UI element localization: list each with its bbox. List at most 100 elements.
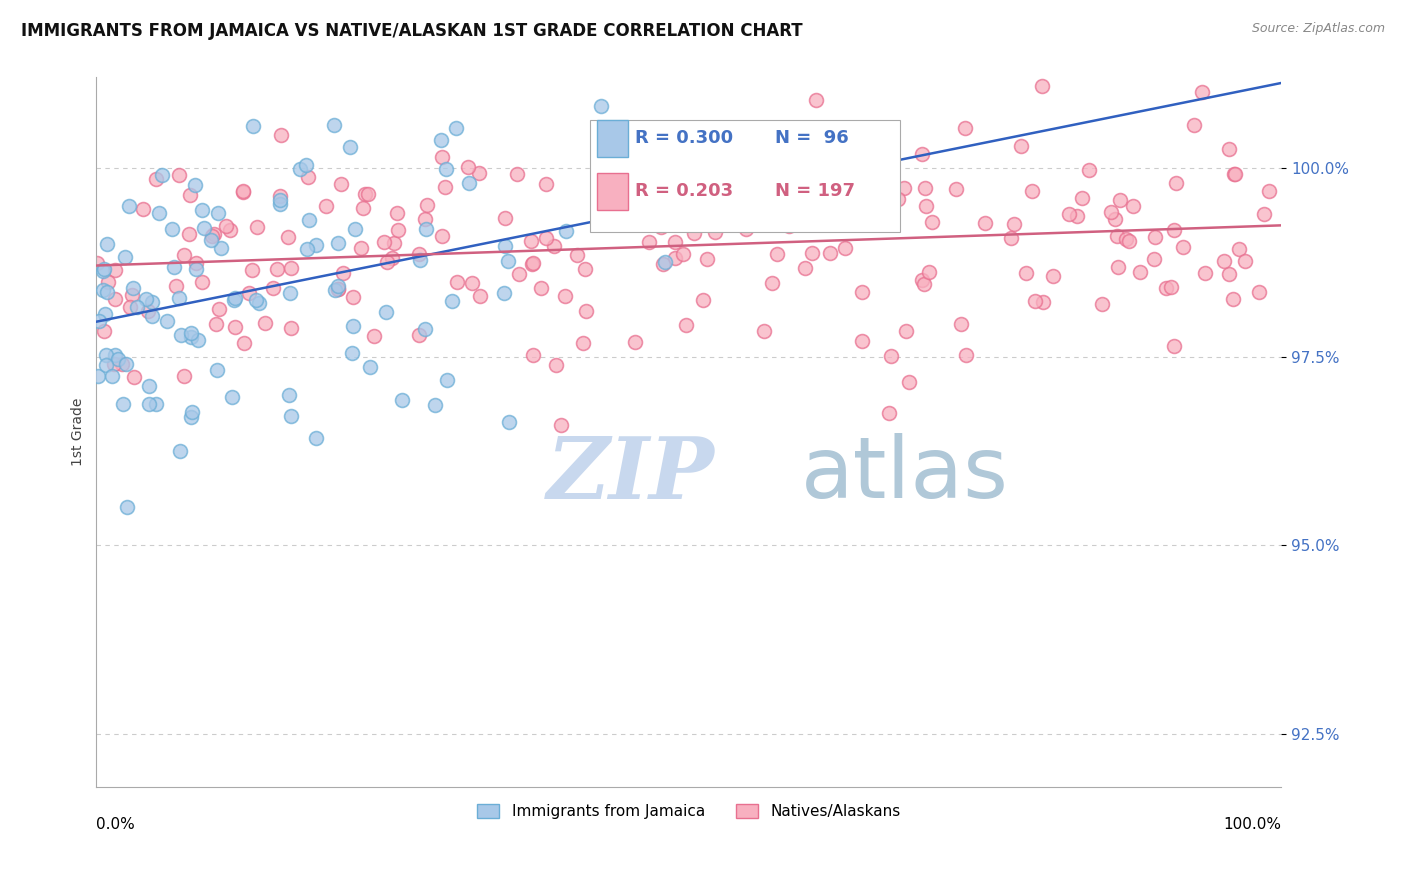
Point [752, 324, 775, 338]
Point [208, 301, 231, 316]
Point [122, 369, 145, 384]
Point [661, 161, 683, 175]
Point [280, 409, 302, 423]
Point [201, 229, 224, 244]
Point [879, 349, 901, 363]
Point [664, 252, 686, 266]
Point [1194, 266, 1216, 280]
Point [141, 309, 163, 323]
Point [700, 168, 723, 182]
Point [160, 222, 183, 236]
Point [222, 293, 245, 307]
FancyBboxPatch shape [598, 173, 628, 211]
Point [574, 262, 596, 277]
Point [778, 219, 800, 234]
Point [894, 324, 917, 338]
Point [522, 255, 544, 269]
Point [326, 278, 349, 293]
Point [498, 254, 520, 268]
Text: N =  96: N = 96 [775, 128, 849, 147]
Point [342, 290, 364, 304]
Point [700, 212, 723, 227]
Point [173, 248, 195, 262]
Point [1002, 218, 1025, 232]
Point [672, 246, 695, 260]
Point [955, 348, 977, 362]
Point [945, 182, 967, 196]
Point [163, 260, 186, 274]
Point [150, 169, 173, 183]
Point [207, 206, 229, 220]
Point [232, 185, 254, 199]
Point [135, 292, 157, 306]
Point [423, 398, 446, 412]
Point [262, 280, 284, 294]
Point [619, 189, 641, 203]
Point [1115, 232, 1137, 246]
Point [200, 234, 222, 248]
Point [955, 121, 977, 136]
Point [169, 444, 191, 458]
Point [758, 130, 780, 145]
Point [221, 390, 243, 404]
Point [118, 300, 141, 314]
Point [589, 99, 612, 113]
Point [1122, 199, 1144, 213]
Point [240, 263, 263, 277]
Point [1218, 268, 1240, 282]
Point [101, 369, 124, 384]
Point [381, 252, 404, 266]
Point [305, 431, 328, 445]
Point [177, 227, 200, 241]
Point [441, 294, 464, 309]
Point [652, 257, 675, 271]
Point [127, 300, 149, 314]
Point [572, 336, 595, 351]
Point [357, 186, 380, 201]
Point [363, 328, 385, 343]
Point [408, 328, 430, 343]
Text: atlas: atlas [801, 434, 1010, 516]
Point [266, 261, 288, 276]
Point [87, 313, 110, 327]
Point [734, 221, 756, 235]
Point [339, 140, 361, 154]
Point [86, 256, 108, 270]
Point [600, 211, 623, 225]
Point [508, 268, 530, 282]
Point [1218, 142, 1240, 156]
Point [498, 415, 520, 429]
Text: R = 0.203: R = 0.203 [636, 182, 734, 200]
Y-axis label: 1st Grade: 1st Grade [72, 398, 86, 467]
Point [1091, 297, 1114, 311]
Point [96, 358, 118, 372]
Point [385, 206, 408, 220]
Point [887, 192, 910, 206]
Point [269, 196, 291, 211]
Legend: Immigrants from Jamaica, Natives/Alaskans: Immigrants from Jamaica, Natives/Alaskan… [471, 797, 907, 825]
Point [187, 333, 209, 347]
Point [280, 261, 302, 276]
Point [949, 317, 972, 331]
Point [555, 224, 578, 238]
Point [457, 176, 479, 190]
Point [1000, 230, 1022, 244]
Point [165, 279, 187, 293]
Point [96, 348, 118, 362]
Point [111, 358, 134, 372]
Point [413, 212, 436, 227]
Point [104, 262, 127, 277]
Text: IMMIGRANTS FROM JAMAICA VS NATIVE/ALASKAN 1ST GRADE CORRELATION CHART: IMMIGRANTS FROM JAMAICA VS NATIVE/ALASKA… [21, 22, 803, 40]
Point [180, 326, 202, 340]
Point [103, 357, 125, 371]
Point [851, 334, 873, 348]
Point [215, 219, 238, 233]
Point [832, 196, 855, 211]
Point [692, 293, 714, 308]
Point [1233, 254, 1256, 268]
Point [1104, 211, 1126, 226]
Point [1163, 223, 1185, 237]
Point [1031, 78, 1053, 93]
Point [375, 254, 398, 268]
Point [374, 305, 396, 319]
